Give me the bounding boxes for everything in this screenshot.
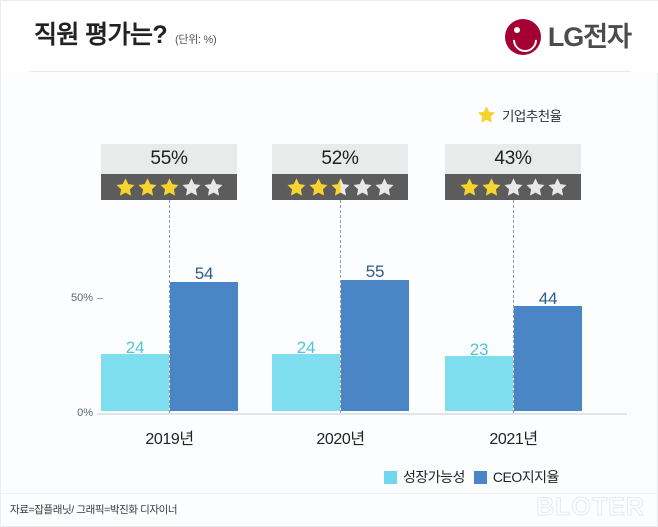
star-icon-empty — [352, 177, 373, 197]
star-legend-label: 기업추천율 — [502, 109, 562, 124]
legend-item-ceo: CEO지지율 — [473, 467, 559, 487]
rating-percent-band-2021: 43% — [445, 144, 581, 174]
rating-card-2020: 52% — [272, 144, 408, 200]
brand-name: LG전자 — [547, 21, 632, 52]
legend-label-ceo: CEO지지율 — [492, 469, 559, 485]
star-icon-empty — [181, 177, 202, 197]
star-icon-half — [330, 177, 351, 197]
source-credit: 자료=잡플래닛/ 그래픽=박진화 디자이너 — [10, 504, 178, 516]
rating-stars-2019 — [101, 174, 237, 200]
bar-2020-growth — [272, 354, 340, 411]
header: 직원 평가는? (단위: %) LG전자 — [1, 1, 658, 73]
rating-percent-2019: 55% — [150, 148, 188, 169]
bar-value-2019-growth: 24 — [125, 338, 145, 357]
bar-value-2020-growth: 24 — [296, 338, 316, 357]
bar-value-2019-ceo: 54 — [194, 264, 214, 283]
star-icon-filled — [159, 177, 180, 197]
lg-smile-shape — [507, 23, 542, 57]
rating-stars-2021 — [445, 174, 581, 200]
y-tick-label-50: 50% — [70, 292, 93, 304]
unit-note: (단위: %) — [175, 34, 217, 46]
legend-label-growth: 성장가능성 — [403, 469, 465, 485]
rating-percent-2020: 52% — [321, 148, 359, 169]
star-icon-empty — [203, 177, 224, 197]
rating-percent-band-2020: 52% — [272, 144, 408, 174]
connector-line-2019 — [169, 200, 170, 413]
star-icon-filled — [137, 177, 158, 197]
bar-2019-growth — [101, 354, 169, 411]
connector-line-2021 — [513, 200, 514, 413]
x-label-2020: 2020년 — [316, 431, 365, 448]
brand-logo: LG전자 — [504, 19, 632, 57]
connector-line-2020 — [340, 200, 341, 413]
star-icon-filled — [308, 177, 329, 197]
star-icon-filled — [115, 177, 136, 197]
bar-value-2020-ceo: 55 — [365, 262, 385, 281]
star-icon — [477, 105, 498, 125]
watermark-bloter: BLOTER — [536, 493, 645, 522]
series-legend: 성장가능성 CEO지지율 — [384, 467, 559, 487]
bar-2021-ceo — [514, 306, 582, 411]
y-tick-label-0: 0% — [77, 407, 93, 419]
x-label-2021: 2021년 — [489, 431, 538, 448]
rating-percent-2021: 43% — [494, 148, 532, 169]
page-title: 직원 평가는? — [34, 21, 168, 49]
chart-baseline — [97, 413, 627, 415]
y-tick-mark-50 — [97, 298, 103, 299]
star-icon-filled — [481, 177, 502, 197]
bar-2021-growth — [445, 356, 513, 411]
rating-card-2019: 55% — [101, 144, 237, 200]
x-label-2019: 2019년 — [145, 431, 194, 448]
rating-stars-2020 — [272, 174, 408, 200]
bar-value-2021-ceo: 44 — [538, 289, 558, 308]
lg-circle-icon — [504, 19, 542, 57]
bar-value-2021-growth: 23 — [469, 340, 489, 359]
footer-divider — [1, 493, 658, 494]
star-icon-empty — [374, 177, 395, 197]
title-block: 직원 평가는? (단위: %) — [34, 21, 217, 49]
star-legend: 기업추천율 — [477, 105, 562, 125]
star-icon-filled — [459, 177, 480, 197]
star-icon-empty — [547, 177, 568, 197]
rating-percent-band-2019: 55% — [101, 144, 237, 174]
lg-eye-shape — [513, 27, 520, 33]
bar-2019-ceo — [170, 282, 238, 411]
rating-card-2021: 43% — [445, 144, 581, 200]
legend-item-growth: 성장가능성 — [384, 467, 465, 487]
star-icon-filled — [286, 177, 307, 197]
header-divider — [29, 71, 631, 72]
legend-swatch-growth — [384, 470, 397, 484]
star-icon-empty — [503, 177, 524, 197]
bar-2020-ceo — [341, 280, 409, 411]
legend-swatch-ceo — [473, 470, 487, 484]
star-icon-empty — [525, 177, 546, 197]
